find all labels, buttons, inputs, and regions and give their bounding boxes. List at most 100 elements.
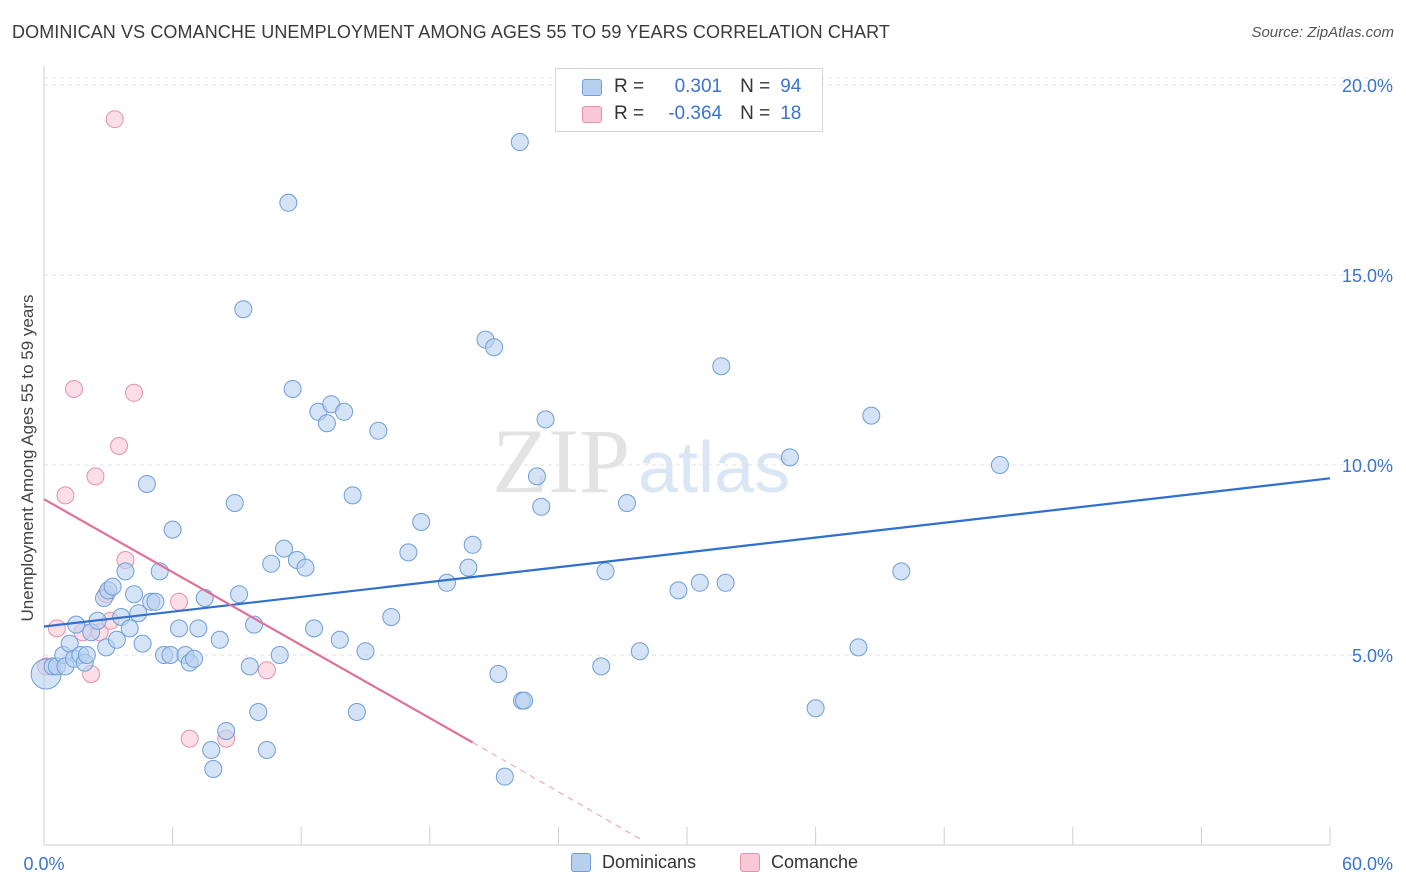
dominicans-point xyxy=(849,638,868,657)
dominicans-point xyxy=(510,133,529,151)
dominicans-swatch xyxy=(571,853,591,872)
comanche-point xyxy=(170,592,189,611)
dominicans-point xyxy=(437,573,456,592)
dominicans-point xyxy=(77,646,96,664)
dominicans-point xyxy=(463,535,482,554)
dominicans-point xyxy=(275,539,294,558)
dominicans-point xyxy=(137,475,156,493)
dominicans-point xyxy=(249,703,268,721)
dominicans-point xyxy=(133,634,152,653)
legend-item-comanche: Comanche xyxy=(740,852,858,873)
dominicans-point xyxy=(399,543,418,562)
dominicans-point xyxy=(225,494,244,512)
dominicans-point xyxy=(202,741,221,759)
dominicans-point xyxy=(185,649,204,668)
dominicans-swatch xyxy=(582,78,602,96)
dominicans-point xyxy=(204,760,223,778)
comanche-point xyxy=(110,437,129,455)
watermark-zip: ZIP xyxy=(492,410,630,512)
dominicans-point xyxy=(630,642,649,661)
dominicans-point xyxy=(189,619,208,638)
comanche-point xyxy=(105,110,124,129)
comanche-point xyxy=(86,467,105,486)
dominicans-point xyxy=(161,646,180,664)
comanche-point xyxy=(257,661,276,680)
dominicans-point xyxy=(234,300,253,319)
chart-title: DOMINICAN VS COMANCHE UNEMPLOYMENT AMONG… xyxy=(12,22,890,42)
dominicans-point xyxy=(356,642,375,661)
comanche-point xyxy=(180,729,199,748)
dominicans-point xyxy=(489,665,508,683)
dominicans-point xyxy=(262,554,281,573)
comanche-trend-extension xyxy=(472,741,645,842)
r-label: R = xyxy=(614,103,645,124)
n-value: 94 xyxy=(780,76,802,97)
dominicans-point xyxy=(382,608,401,626)
r-value: -0.364 xyxy=(668,103,723,124)
dominicans-point xyxy=(170,619,189,638)
comanche-trend-line xyxy=(43,498,474,744)
dominicans-point xyxy=(317,414,336,433)
comanche-point xyxy=(56,486,75,505)
dominicans-point xyxy=(146,592,165,611)
dominicans-point xyxy=(515,691,534,710)
dominicans-point xyxy=(210,630,229,649)
dominicans-point xyxy=(163,520,182,539)
dominicans-point xyxy=(283,380,302,398)
r-label: R = xyxy=(614,76,645,97)
watermark: ZIP atlas xyxy=(492,410,790,512)
dominicans-point xyxy=(270,646,289,664)
trend-lines xyxy=(43,477,1331,842)
dominicans-point xyxy=(712,357,731,376)
dominicans-trend-line xyxy=(43,477,1331,628)
dominicans-point xyxy=(257,741,276,759)
tick-labels: 5.0% 10.0% 15.0% 20.0% 0.0% 60.0% xyxy=(23,76,1393,874)
axes xyxy=(43,66,1331,846)
dominicans-point xyxy=(103,577,122,596)
dominicans-point xyxy=(230,585,249,604)
dominicans-point xyxy=(536,410,555,429)
dominicans-label: Dominicans xyxy=(602,852,697,872)
dominicans-point xyxy=(892,562,911,581)
dominicans-point xyxy=(592,657,611,676)
y-tick-label: 15.0% xyxy=(1342,266,1393,286)
source-label: Source: ZipAtlas.com xyxy=(1251,24,1394,41)
dominicans-point xyxy=(596,562,615,581)
dominicans-point xyxy=(120,619,139,638)
dominicans-point xyxy=(296,558,315,577)
dominicans-point xyxy=(412,513,431,531)
legend-row-dominicans: R = 0.301 N = 94 xyxy=(582,76,801,98)
n-label: N = xyxy=(740,76,771,97)
x-tick-label: 0.0% xyxy=(23,854,64,874)
y-tick-label: 5.0% xyxy=(1352,646,1393,666)
dominicans-point xyxy=(67,615,86,634)
dominicans-point xyxy=(862,406,881,425)
dominicans-point xyxy=(369,421,388,440)
y-axis-label: Unemployment Among Ages 55 to 59 years xyxy=(18,294,37,622)
dominicans-point xyxy=(335,402,354,421)
dominicans-point xyxy=(527,467,546,486)
dominicans-point xyxy=(107,630,126,649)
comanche-point xyxy=(65,380,84,398)
dominicans-point xyxy=(990,456,1009,474)
correlation-legend: R = 0.301 N = 94 R = -0.364 N = 18 xyxy=(555,68,823,132)
y-tick-label: 20.0% xyxy=(1342,76,1393,96)
comanche-swatch xyxy=(740,853,760,872)
dominicans-point xyxy=(240,657,259,676)
watermark-atlas: atlas xyxy=(638,428,790,508)
n-label: N = xyxy=(740,103,771,124)
dominicans-point xyxy=(669,581,688,600)
n-value: 18 xyxy=(780,103,802,124)
legend-row-comanche: R = -0.364 N = 18 xyxy=(582,103,801,125)
dominicans-point xyxy=(217,722,236,740)
legend-item-dominicans: Dominicans xyxy=(571,852,696,873)
x-tick-label: 60.0% xyxy=(1342,854,1393,874)
dominicans-point xyxy=(279,193,298,212)
dominicans-points xyxy=(30,133,1009,786)
dominicans-point xyxy=(806,699,825,718)
dominicans-point xyxy=(129,604,148,623)
y-tick-label: 10.0% xyxy=(1342,456,1393,476)
dominicans-point xyxy=(532,497,551,516)
r-value: 0.301 xyxy=(674,76,723,97)
